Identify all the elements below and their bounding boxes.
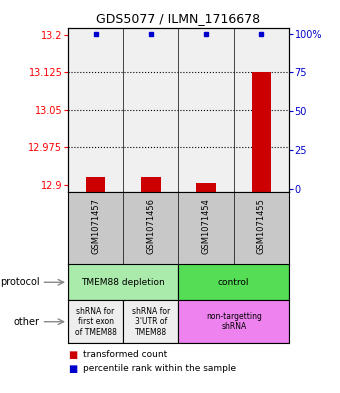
Text: shRNA for
3'UTR of
TMEM88: shRNA for 3'UTR of TMEM88 [132,307,170,337]
Bar [197,183,216,192]
Text: ■: ■ [68,350,77,360]
Bar [68,300,123,343]
Bar [252,72,271,192]
Title: GDS5077 / ILMN_1716678: GDS5077 / ILMN_1716678 [97,12,260,25]
Text: ■: ■ [68,364,77,374]
Text: TMEM88 depletion: TMEM88 depletion [81,278,165,287]
Bar [68,264,178,300]
Text: other: other [13,317,39,327]
Text: protocol: protocol [0,277,39,287]
Text: percentile rank within the sample: percentile rank within the sample [83,364,236,373]
Bar [178,300,289,343]
Bar [141,177,160,192]
Text: control: control [218,278,250,287]
Text: transformed count: transformed count [83,351,168,359]
Bar [178,264,289,300]
Text: shRNA for
first exon
of TMEM88: shRNA for first exon of TMEM88 [75,307,117,337]
Text: GSM1071456: GSM1071456 [147,198,155,253]
Bar [86,177,105,192]
Text: GSM1071455: GSM1071455 [257,198,266,253]
Text: GSM1071457: GSM1071457 [91,198,100,253]
Text: non-targetting
shRNA: non-targetting shRNA [206,312,262,331]
Bar [123,300,178,343]
Text: GSM1071454: GSM1071454 [202,198,210,253]
